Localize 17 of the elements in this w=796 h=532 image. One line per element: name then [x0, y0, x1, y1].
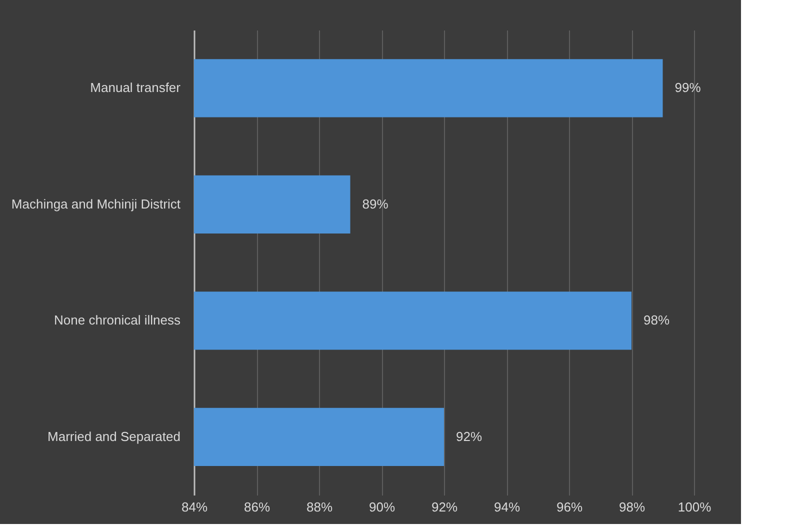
y-tick-label: Married and Separated	[48, 428, 180, 444]
y-tick-label: Machinga and Mchinji District	[11, 196, 181, 212]
data-label: 98%	[644, 312, 670, 328]
x-tick-label: 84%	[181, 500, 208, 514]
x-tick-label: 86%	[244, 500, 270, 514]
data-label: 99%	[674, 80, 702, 96]
data-label: 92%	[456, 428, 482, 444]
x-tick-label: 92%	[431, 500, 458, 514]
data-label: 89%	[362, 196, 389, 212]
x-tick-label: 90%	[368, 500, 396, 514]
x-tick-label: 88%	[306, 500, 333, 514]
x-tick-label: 100%	[678, 500, 712, 514]
y-tick-label: Manual transfer	[90, 80, 182, 96]
x-tick-label: 98%	[618, 500, 646, 514]
x-tick-label: 94%	[494, 500, 520, 514]
x-tick-label: 96%	[556, 500, 583, 514]
y-tick-label: None chronical illness	[54, 312, 181, 328]
